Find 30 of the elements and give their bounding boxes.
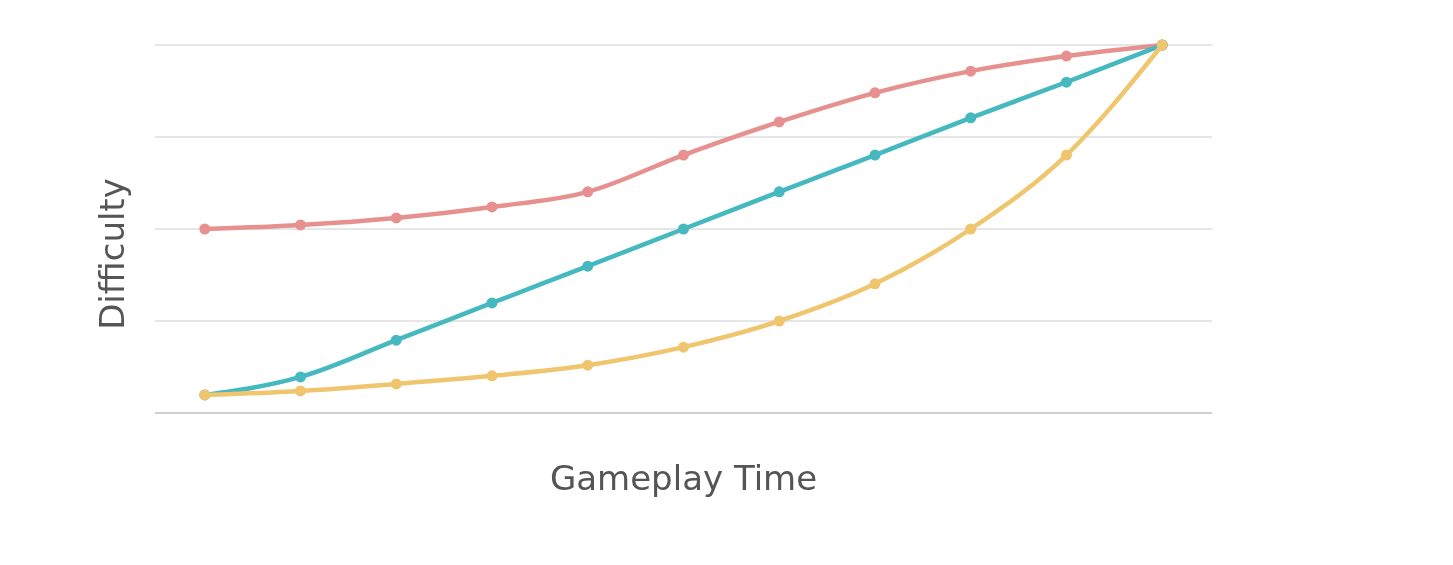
point (390, 334, 402, 346)
point (390, 212, 402, 224)
point (1060, 50, 1072, 62)
point (869, 149, 881, 161)
point (1060, 76, 1072, 88)
point (199, 223, 211, 235)
point (773, 116, 785, 128)
y-axis-title: Difficulty (92, 178, 132, 330)
point (678, 149, 689, 161)
point (295, 385, 307, 397)
point (582, 359, 594, 371)
point (678, 223, 689, 235)
point (678, 341, 689, 353)
point (869, 278, 881, 290)
point (869, 87, 881, 99)
point (486, 297, 498, 309)
point (486, 201, 498, 213)
point (773, 186, 785, 198)
point (965, 112, 977, 124)
point (773, 315, 785, 327)
point (582, 260, 594, 272)
point (582, 186, 594, 198)
point (486, 370, 498, 382)
point (965, 223, 977, 235)
point (965, 65, 977, 77)
point (295, 371, 307, 383)
point (1060, 149, 1072, 161)
point (390, 378, 402, 390)
x-axis-title: Gameplay Time (549, 458, 818, 498)
point (295, 219, 307, 231)
